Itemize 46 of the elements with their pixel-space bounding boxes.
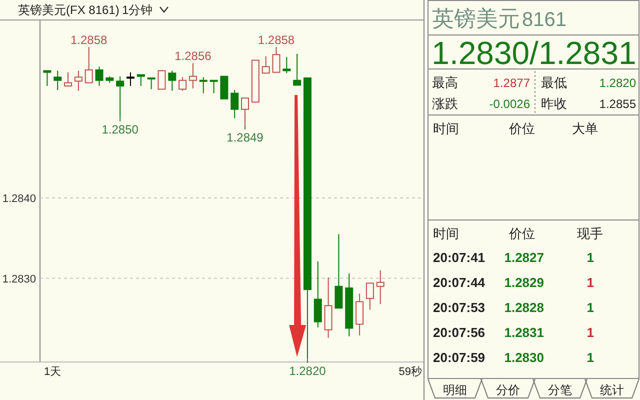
annotation: 最高 (432, 75, 458, 90)
annotation: 分价 (496, 383, 520, 397)
annotation: 1.2820 (599, 76, 636, 90)
annotation: 1.2820 (289, 364, 326, 378)
annotation: 1.2877 (493, 76, 530, 90)
annotation: 1.2855 (599, 97, 636, 111)
annotation: 1 (586, 325, 594, 340)
annotation: 1 (586, 350, 594, 365)
annotation: 20:07:44 (433, 275, 486, 290)
annotation: 涨跌 (432, 96, 458, 111)
annotation: 1.2829 (504, 275, 544, 290)
annotation: 明细 (443, 383, 467, 397)
annotation: 分笔 (548, 383, 572, 397)
annotation: 1.2831 (504, 325, 544, 340)
annotation: 20:07:56 (433, 325, 486, 340)
annotation: 1.2830 (504, 350, 544, 365)
annotation: 1 (586, 300, 594, 315)
subtitle: 1分钟 (122, 3, 153, 17)
annotation: 1.2856 (174, 49, 212, 64)
annotation: 1 (586, 275, 594, 290)
annotation: 1.2849 (226, 130, 264, 144)
annotation: 昨收 (541, 96, 567, 111)
annotation: 现手 (577, 226, 603, 241)
title: 英镑美元 (432, 6, 520, 31)
annotation: 价位 (509, 226, 535, 241)
annotation: 时间 (433, 121, 459, 136)
annotation: 统计 (600, 383, 624, 397)
annotation: 1.2830/1.2831 (432, 35, 636, 71)
annotation: 59秒 (398, 366, 422, 378)
annotation: 20:07:59 (433, 350, 486, 365)
annotation: 1天 (44, 366, 62, 378)
title: 英镑美元(FX 8161) (18, 3, 120, 17)
annotation: 1.2828 (504, 300, 544, 315)
annotation: 1.2858 (258, 33, 295, 47)
annotation: 1 (586, 250, 594, 265)
subtitle: 8161 (522, 9, 566, 31)
annotation: 最低 (541, 75, 567, 90)
annotation: 20:07:41 (433, 250, 486, 265)
annotation: 1.2827 (504, 250, 544, 265)
annotation: 20:07:53 (433, 300, 486, 315)
annotation: -0.0026 (489, 97, 530, 111)
annotation: 1.2850 (102, 122, 138, 136)
annotation: 大单 (572, 121, 598, 136)
annotation: 价位 (509, 121, 535, 136)
annotation: 时间 (433, 226, 459, 241)
annotation: 1.2858 (70, 33, 108, 47)
